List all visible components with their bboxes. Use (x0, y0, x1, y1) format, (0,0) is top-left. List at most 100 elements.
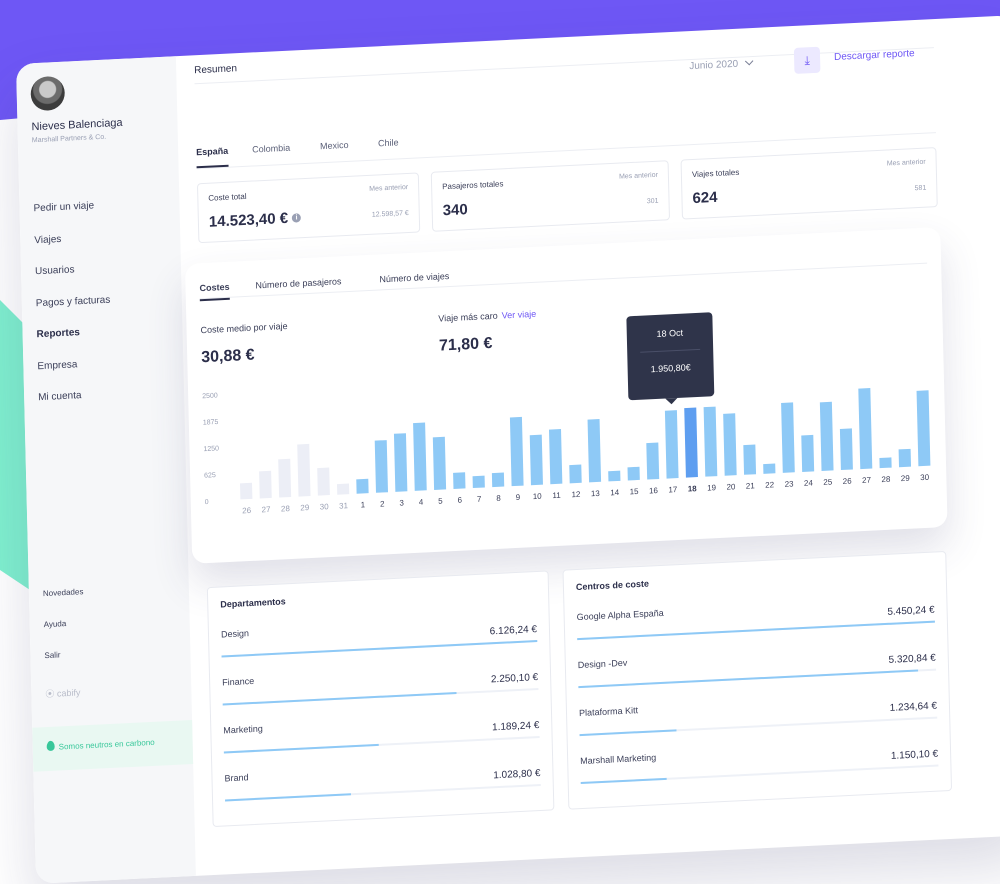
chart-bar[interactable] (743, 444, 757, 475)
chart-bar[interactable] (781, 402, 795, 473)
chart-bar[interactable] (684, 407, 698, 478)
item-amount: 2.250,10 € (490, 672, 539, 686)
item-amount: 1.150,10 € (890, 748, 939, 762)
sidebar-item-mi-cuenta[interactable]: Mi cuenta (38, 390, 82, 404)
item-name: Design -Dev (577, 657, 628, 671)
x-tick-label: 1 (361, 500, 366, 509)
y-tick-label: 0 (205, 499, 209, 506)
tab-colombia[interactable]: Colombia (252, 142, 291, 155)
x-tick-label: 11 (552, 491, 561, 500)
chart-bar[interactable] (916, 390, 931, 467)
brand-name: cabify (56, 687, 81, 699)
y-tick-label: 1875 (203, 419, 219, 427)
x-tick-label: 20 (726, 482, 736, 491)
x-tick-label: 8 (496, 494, 501, 503)
sidebar-item-usuarios[interactable]: Usuarios (34, 264, 75, 278)
sidebar-item-novedades[interactable]: Novedades (42, 587, 84, 599)
info-icon[interactable]: i (291, 213, 302, 223)
main-content: Resumen Junio 2020 ⤓ Descargar reporte E… (184, 15, 1000, 875)
x-tick-label: 30 (920, 473, 930, 482)
chart-bar[interactable] (529, 434, 543, 486)
chart-bar[interactable] (413, 422, 427, 491)
period-select[interactable]: Junio 2020 (689, 56, 754, 73)
chart-bar[interactable] (432, 436, 447, 490)
tab-espana[interactable]: España (196, 145, 229, 169)
carbon-text: Somos neutros en carbono (58, 737, 155, 752)
avg-cost-label: Coste medio por viaje (200, 320, 288, 336)
x-tick-label: 25 (823, 477, 833, 486)
download-button[interactable]: ⤓ (793, 46, 821, 74)
share-bar-track (577, 620, 935, 641)
chart-bar[interactable] (608, 470, 621, 482)
chart-bar[interactable] (278, 458, 292, 498)
chart-bar[interactable] (374, 440, 389, 493)
period-label: Junio 2020 (689, 58, 739, 73)
brand-logo: ⦿ cabify (45, 685, 80, 700)
item-amount: 1.189,24 € (491, 720, 540, 734)
avatar[interactable] (30, 75, 66, 112)
chart-bar[interactable] (898, 448, 912, 468)
chart-bar[interactable] (356, 478, 369, 494)
chart-bar[interactable] (879, 457, 892, 469)
chart-bar[interactable] (569, 464, 582, 484)
share-bar-track (223, 736, 540, 754)
chart-bar[interactable] (509, 416, 524, 487)
card-coste-total: Coste total 14.523,40 € i Mes anterior 12… (196, 172, 421, 244)
sidebar-item-salir[interactable]: Salir (44, 650, 61, 661)
chart-bar[interactable] (703, 406, 718, 477)
y-tick-label: 1250 (203, 445, 219, 453)
x-tick-label: 10 (533, 492, 543, 501)
chart-bar[interactable] (453, 472, 466, 490)
chart-bar[interactable] (858, 387, 873, 470)
chart-bar[interactable] (259, 470, 272, 499)
sidebar-item-pagos[interactable]: Pagos y facturas (35, 294, 111, 309)
sidebar-item-empresa[interactable]: Empresa (37, 358, 78, 372)
tab-mexico[interactable]: Mexico (319, 139, 349, 152)
tooltip-value: 1.950,80€ (650, 362, 691, 375)
tab-costes[interactable]: Costes (199, 281, 230, 302)
drop-icon (46, 740, 55, 752)
chart-tooltip: 18 Oct 1.950,80€ (626, 312, 715, 401)
download-report-link[interactable]: Descargar reporte (833, 48, 915, 64)
chart-bar[interactable] (336, 483, 350, 495)
sidebar-item-viajes[interactable]: Viajes (34, 233, 62, 246)
share-bar-fill (222, 692, 457, 706)
chart-bar[interactable] (491, 472, 505, 488)
chart-bar[interactable] (839, 428, 853, 471)
chevron-down-icon (744, 56, 754, 66)
chart-bar[interactable] (548, 428, 563, 485)
item-name: Marketing (223, 723, 263, 736)
y-tick-label: 2500 (202, 392, 218, 400)
x-tick-label: 7 (477, 495, 482, 504)
chart-bar[interactable] (646, 442, 660, 480)
chart-bar[interactable] (801, 434, 815, 472)
app-window: Nieves Balenciaga Marshall Partners & Co… (16, 15, 1000, 884)
tooltip-divider (640, 348, 701, 353)
panel-title: Centros de coste (575, 578, 650, 593)
chart-bar[interactable] (297, 443, 311, 497)
x-tick-label: 19 (707, 483, 717, 492)
chart-bar[interactable] (393, 433, 408, 492)
tab-chile[interactable]: Chile (377, 137, 399, 149)
share-bar-track (579, 716, 938, 737)
item-amount: 5.450,24 € (887, 604, 935, 618)
view-trip-link[interactable]: Ver viaje (501, 308, 537, 321)
tab-viajes[interactable]: Número de viajes (379, 271, 450, 285)
sidebar-item-pedir-viaje[interactable]: Pedir un viaje (33, 200, 95, 215)
chart-bar[interactable] (763, 463, 776, 474)
x-tick-label: 14 (610, 488, 620, 497)
chart-bar[interactable] (239, 482, 253, 500)
chart-bar[interactable] (723, 413, 737, 476)
tab-pasajeros[interactable]: Número de pasajeros (255, 276, 342, 291)
chart-bar[interactable] (819, 401, 834, 472)
chart-bar[interactable] (587, 419, 602, 483)
chart-bar[interactable] (472, 475, 485, 489)
sidebar-item-reportes[interactable]: Reportes (36, 327, 81, 341)
chart-bar[interactable] (317, 467, 330, 496)
share-bar-fill (577, 620, 935, 641)
sidebar-item-ayuda[interactable]: Ayuda (43, 619, 67, 630)
x-tick-label: 15 (630, 487, 640, 496)
chart-bar[interactable] (627, 466, 640, 481)
x-tick-label: 6 (457, 496, 462, 505)
chart-bar[interactable] (664, 410, 679, 479)
